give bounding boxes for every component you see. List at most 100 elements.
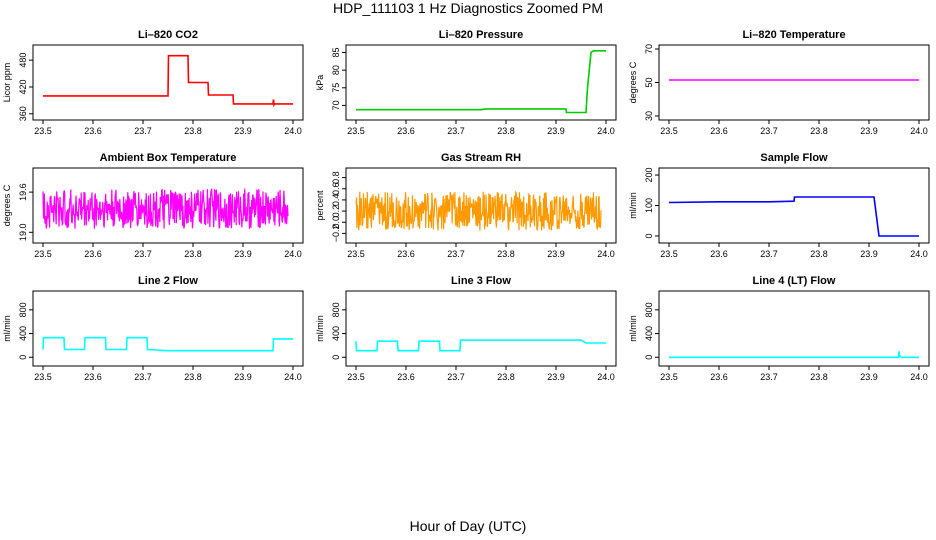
data-series-line: [355, 339, 606, 352]
x-tick-label: 23.5: [347, 126, 365, 136]
x-tick-label: 23.6: [84, 372, 102, 382]
x-tick-label: 23.8: [810, 249, 828, 259]
y-tick-label: 50: [644, 77, 654, 87]
y-tick-label: 420: [18, 79, 28, 94]
x-tick-label: 23.7: [760, 372, 778, 382]
x-tick-label: 23.9: [234, 126, 252, 136]
panel-4: Ambient Box Temperature degrees C 23.5 23.6…: [2, 152, 304, 259]
x-tick-label: 23.7: [447, 372, 465, 382]
panel-title: Line 2 Flow: [138, 275, 198, 287]
y-axis-label: ml/min: [2, 315, 12, 342]
plot-frame: [658, 290, 930, 367]
panel-title: Sample Flow: [760, 152, 828, 164]
x-tick-label: 23.5: [34, 372, 52, 382]
x-tick-label: 24.0: [284, 249, 302, 259]
y-tick-label: 800: [331, 302, 341, 317]
y-tick-label: 0.8: [331, 171, 341, 184]
y-tick-label: 0: [18, 355, 28, 360]
y-tick-label: 0: [644, 355, 654, 360]
y-tick-label: 0: [644, 233, 654, 238]
x-tick-label: 24.0: [910, 372, 928, 382]
panel-title: Li–820 Pressure: [439, 29, 523, 41]
panel-1: Li–820 CO2 Licor ppm 23.5 23.6 23.7 23.8 23.9 2…: [2, 29, 304, 136]
x-tick-label: 23.9: [547, 249, 565, 259]
y-tick-label: 480: [18, 53, 28, 68]
x-tick-label: 23.6: [710, 126, 728, 136]
data-series-line: [668, 196, 919, 237]
plot-frame: [345, 167, 617, 244]
panel-7: Line 2 Flow ml/min 23.5 23.6 23.7 23.8 23.9 24.…: [2, 275, 304, 382]
x-tick-label: 24.0: [910, 126, 928, 136]
panel-title: Li–820 Temperature: [742, 29, 845, 41]
x-tick-label: 23.6: [710, 372, 728, 382]
x-tick-label: 24.0: [284, 126, 302, 136]
x-tick-label: 23.9: [234, 372, 252, 382]
x-tick-label: 23.9: [547, 126, 565, 136]
figure-title: HDP_111103 1 Hz Diagnostics Zoomed PM: [332, 0, 603, 16]
data-series-line: [43, 54, 293, 108]
y-tick-label: 19.0: [18, 224, 28, 242]
x-tick-label: 23.5: [347, 249, 365, 259]
x-tick-label: 23.9: [547, 372, 565, 382]
panel-3: Li–820 Temperature degrees C 23.5 23.6 23.7 2…: [628, 29, 930, 136]
y-tick-label: 30: [644, 111, 654, 121]
y-tick-label: 100: [644, 198, 654, 213]
x-tick-label: 23.7: [134, 249, 152, 259]
x-tick-label: 23.5: [660, 249, 678, 259]
y-tick-label: 400: [644, 326, 654, 341]
panel-title: Gas Stream RH: [441, 152, 521, 164]
panel-5: Gas Stream RH percent 23.5 23.6 23.7 23.8 23.9…: [315, 152, 617, 259]
x-tick-label: 23.6: [84, 249, 102, 259]
x-tick-label: 23.7: [447, 249, 465, 259]
y-tick-label: 0.2: [331, 205, 341, 218]
y-tick-label: 85: [331, 48, 341, 58]
x-tick-label: 23.6: [397, 249, 415, 259]
x-tick-label: 23.6: [710, 249, 728, 259]
y-axis-label: kPa: [315, 75, 325, 91]
y-axis-label: degrees C: [628, 61, 638, 103]
y-tick-label: 70: [644, 44, 654, 54]
data-series-line: [669, 351, 919, 359]
x-tick-label: 23.6: [84, 126, 102, 136]
y-tick-label: 0: [331, 355, 341, 360]
panel-title: Li–820 CO2: [138, 29, 198, 41]
x-tick-label: 23.6: [397, 126, 415, 136]
y-tick-label: 0.4: [331, 194, 341, 207]
x-tick-label: 23.9: [234, 249, 252, 259]
x-tick-label: 23.7: [134, 126, 152, 136]
y-axis-label: percent: [315, 190, 325, 221]
panel-title: Line 3 Flow: [451, 275, 511, 287]
y-axis-label: ml/min: [628, 315, 638, 342]
plot-frame: [658, 167, 930, 244]
y-tick-label: 200: [644, 168, 654, 183]
x-tick-label: 23.9: [860, 249, 878, 259]
x-tick-label: 23.5: [34, 126, 52, 136]
data-series-line: [355, 190, 602, 231]
y-tick-label: 75: [331, 83, 341, 93]
y-tick-label: 800: [644, 302, 654, 317]
plot-frame: [345, 290, 617, 367]
x-tick-label: 23.5: [347, 372, 365, 382]
y-tick-label: 70: [331, 100, 341, 110]
x-tick-label: 23.6: [397, 372, 415, 382]
plot-frame: [658, 44, 930, 121]
x-tick-label: 23.5: [34, 249, 52, 259]
y-tick-label: 800: [18, 302, 28, 317]
y-tick-label: 360: [18, 106, 28, 121]
x-tick-label: 23.7: [760, 249, 778, 259]
x-tick-label: 23.8: [810, 126, 828, 136]
x-tick-label: 23.5: [660, 126, 678, 136]
x-tick-label: 24.0: [910, 249, 928, 259]
panel-6: Sample Flow ml/min 23.5 23.6 23.7 23.8 23.9 24.…: [628, 152, 930, 259]
x-tick-label: 23.8: [184, 126, 202, 136]
x-tick-label: 23.8: [497, 249, 515, 259]
x-tick-label: 23.8: [497, 372, 515, 382]
x-axis-label: Hour of Day (UTC): [409, 518, 527, 534]
x-tick-label: 24.0: [284, 372, 302, 382]
panel-2: Li–820 Pressure kPa 23.5 23.6 23.7 23.8 23.9 24…: [315, 29, 617, 136]
y-tick-label: 0.0: [331, 216, 341, 229]
y-tick-label: 400: [331, 326, 341, 341]
plot-frame: [345, 44, 617, 121]
x-tick-label: 23.8: [810, 372, 828, 382]
